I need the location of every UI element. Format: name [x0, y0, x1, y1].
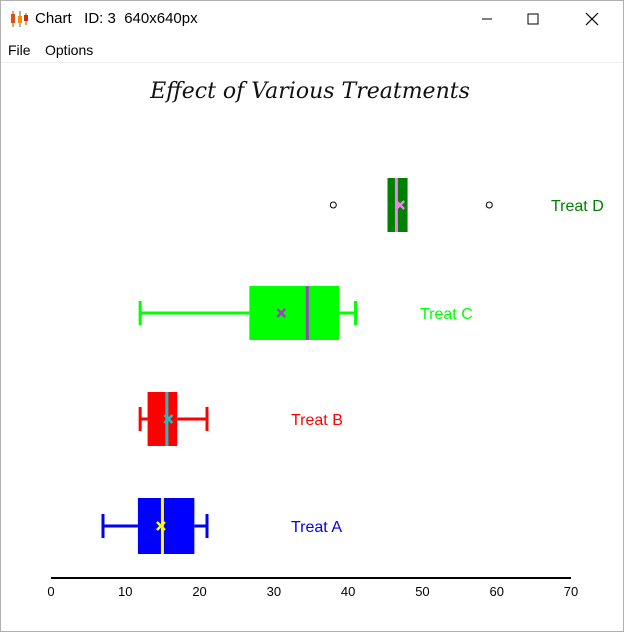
menu-options[interactable]: Options	[45, 42, 94, 58]
x-tick-label: 60	[489, 584, 503, 599]
box-series-1: Treat A	[101, 498, 342, 554]
series-label: Treat B	[291, 412, 343, 429]
x-tick-label: 0	[47, 584, 54, 599]
mean-marker	[395, 200, 406, 210]
maximize-button[interactable]	[510, 0, 556, 38]
series-label: Treat A	[291, 519, 342, 536]
x-tick-label: 30	[267, 584, 281, 599]
maximize-icon	[527, 13, 539, 25]
title-bar[interactable]: Chart ID: 3 640x640px	[0, 0, 624, 38]
close-button[interactable]	[569, 0, 615, 38]
menu-file[interactable]: File	[8, 42, 31, 58]
outlier-point	[329, 201, 337, 209]
minimize-button[interactable]	[464, 0, 510, 38]
mean-marker	[163, 414, 174, 424]
mean-marker	[276, 308, 287, 318]
menu-bar: File Options	[0, 38, 624, 63]
x-tick-label: 20	[192, 584, 206, 599]
mean-marker	[156, 521, 166, 531]
window-title: Chart ID: 3 640x640px	[35, 10, 198, 27]
close-icon	[585, 12, 599, 26]
candlestick-chart-icon	[11, 11, 28, 27]
box-series-2: Treat B	[138, 392, 343, 446]
x-tick-label: 40	[341, 584, 355, 599]
box-series-3: Treat C	[138, 286, 473, 340]
series-label: Treat D	[551, 198, 604, 215]
series-label: Treat C	[420, 306, 473, 323]
minimize-icon	[482, 18, 492, 20]
chart-title: Effect of Various Treatments	[149, 79, 470, 104]
iqr-box	[249, 286, 340, 340]
x-tick-label: 50	[415, 584, 429, 599]
boxplot-chart: Effect of Various Treatments 0 10 20 30 40 50 6…	[47, 79, 604, 599]
iqr-box	[147, 392, 178, 446]
x-tick-label: 70	[564, 584, 578, 599]
outlier-point	[485, 201, 493, 209]
box-series-4: Treat D	[329, 178, 604, 232]
x-tick-label: 10	[118, 584, 132, 599]
iqr-box	[137, 498, 195, 554]
